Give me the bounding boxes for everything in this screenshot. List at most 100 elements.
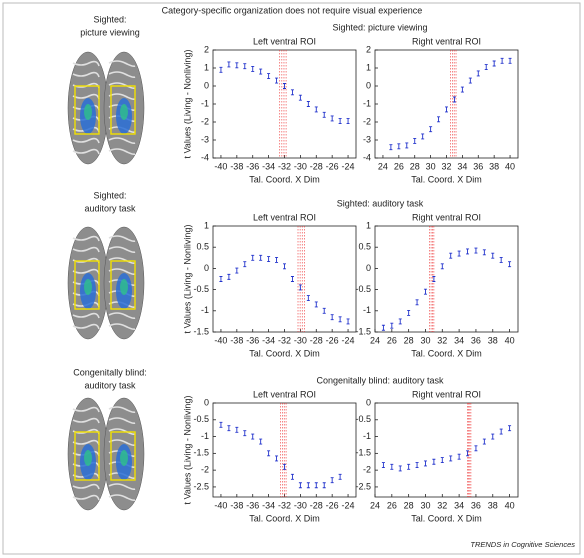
y-tick-label: 0.5 [196, 242, 209, 252]
data-point [346, 118, 350, 125]
data-point [476, 70, 480, 77]
chart-title: Right ventral ROI [412, 212, 481, 222]
data-point [452, 96, 456, 103]
y-tick-label: -1.5 [355, 326, 371, 336]
roi-band [297, 226, 305, 332]
y-tick-label: -2 [201, 116, 209, 126]
data-point [298, 284, 302, 291]
data-point [381, 462, 385, 469]
brain-image [67, 51, 145, 165]
y-tick-label: -1.5 [193, 448, 209, 458]
data-point [283, 463, 286, 470]
y-tick-label: -4 [363, 152, 371, 162]
x-axis-label: Tal. Coord. X Dim [249, 513, 320, 523]
data-point [338, 316, 342, 323]
sulcus [108, 257, 136, 264]
data-point [468, 77, 472, 84]
data-point [474, 445, 478, 452]
x-tick-label: -26 [326, 500, 339, 510]
data-point [235, 426, 239, 433]
data-point [235, 267, 239, 274]
data-point [482, 438, 486, 445]
data-point [322, 307, 326, 314]
data-point [405, 142, 409, 149]
x-tick-label: -34 [262, 500, 275, 510]
y-tick-label: 0 [204, 397, 209, 407]
data-point [267, 73, 271, 80]
data-point [322, 111, 326, 118]
x-tick-label: 24 [370, 335, 380, 345]
x-tick-label: -40 [214, 500, 227, 510]
x-tick-label: 40 [505, 161, 515, 171]
data-point [330, 115, 334, 122]
x-tick-label: 38 [488, 335, 498, 345]
data-point [346, 318, 350, 325]
data-point [243, 430, 247, 437]
data-point [298, 94, 302, 101]
data-point [508, 57, 512, 64]
sulcus [108, 235, 136, 242]
x-tick-label: 24 [370, 500, 380, 510]
data-point [432, 458, 436, 465]
row-heading: Sighted: picture viewing [332, 22, 427, 32]
y-tick-label: 0 [366, 263, 371, 273]
plot-area [374, 402, 519, 498]
x-axis-label: Tal. Coord. X Dim [411, 513, 482, 523]
data-point [243, 63, 247, 70]
y-tick-label: -2 [201, 465, 209, 475]
roi-box [74, 431, 100, 481]
x-tick-label: 32 [437, 500, 447, 510]
data-point [219, 66, 223, 73]
sulcus [108, 137, 136, 144]
y-tick-label: 2 [366, 44, 371, 54]
data-point [290, 89, 294, 96]
x-tick-label: -40 [214, 161, 227, 171]
x-tick-label: 24 [378, 161, 388, 171]
x-tick-label: 26 [387, 500, 397, 510]
sulcus [108, 417, 136, 424]
sulcus [108, 93, 136, 100]
data-point [298, 482, 302, 489]
x-tick-label: 34 [454, 500, 464, 510]
data-point [267, 450, 271, 457]
data-point [491, 252, 495, 259]
data-point [440, 457, 444, 464]
x-tick-label: -32 [278, 161, 291, 171]
sulcus [72, 323, 100, 330]
x-tick-label: 38 [488, 500, 498, 510]
sulcus [72, 137, 100, 144]
data-point [466, 450, 470, 457]
y-tick-label: 0 [366, 80, 371, 90]
sulcus [108, 483, 136, 490]
data-point [440, 263, 444, 270]
plot-area [212, 225, 357, 333]
x-tick-label: 32 [441, 161, 451, 171]
activation-core [120, 450, 128, 466]
chart-title: Right ventral ROI [412, 36, 481, 46]
data-point [267, 256, 271, 263]
y-tick-label: -1 [363, 98, 371, 108]
sulcus [108, 60, 136, 67]
plot-area [212, 49, 357, 159]
y-tick-label: -2.5 [355, 481, 371, 491]
x-tick-label: -30 [294, 500, 307, 510]
plot-area [212, 402, 357, 498]
activation-core [84, 104, 92, 120]
x-tick-label: 30 [426, 161, 436, 171]
chart-title: Left ventral ROI [253, 212, 316, 222]
x-tick-label: -24 [342, 500, 355, 510]
data-point [491, 433, 495, 440]
data-point [449, 455, 453, 462]
x-tick-label: -24 [342, 161, 355, 171]
data-point [259, 254, 263, 261]
sulcus [108, 82, 136, 89]
data-point [415, 462, 419, 469]
data-point [407, 463, 411, 470]
chart-title: Left ventral ROI [253, 36, 316, 46]
y-tick-label: -0.5 [355, 414, 371, 424]
data-point [381, 324, 385, 331]
y-axis-label: t Values (Living - Nonliving) [182, 225, 192, 334]
data-point [460, 86, 464, 93]
